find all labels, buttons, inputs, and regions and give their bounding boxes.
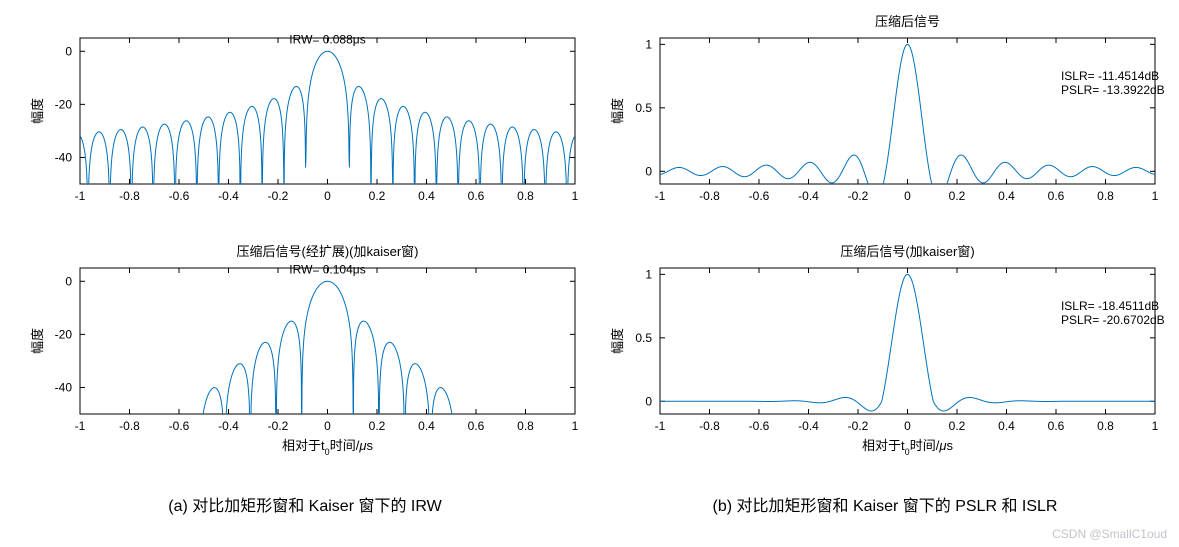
svg-text:压缩后信号: 压缩后信号	[875, 14, 940, 29]
svg-text:0.8: 0.8	[517, 419, 534, 433]
svg-text:-1: -1	[75, 189, 86, 203]
svg-text:0.6: 0.6	[1048, 189, 1065, 203]
svg-text:-0.2: -0.2	[848, 419, 869, 433]
svg-text:-0.4: -0.4	[218, 189, 239, 203]
left-column: -1 -0.8 -0.6 -0.4 -0.2 0 0.2 0.4 0.6 0.8 1 -40 -20 0 幅…	[25, 0, 585, 440]
svg-text:0: 0	[645, 394, 652, 408]
svg-text:0.8: 0.8	[1097, 419, 1114, 433]
svg-text:ISLR= -11.4514dB: ISLR= -11.4514dB	[1061, 69, 1159, 83]
svg-text:-40: -40	[55, 380, 73, 394]
caption-a: (a) 对比加矩形窗和 Kaiser 窗下的 IRW	[25, 492, 585, 516]
svg-text:0.2: 0.2	[949, 189, 966, 203]
svg-text:0: 0	[65, 274, 72, 288]
svg-text:-20: -20	[55, 97, 73, 111]
svg-text:0.6: 0.6	[468, 189, 485, 203]
svg-text:0: 0	[645, 164, 652, 178]
svg-text:-40: -40	[55, 150, 73, 164]
svg-text:1: 1	[645, 267, 652, 281]
svg-text:0.8: 0.8	[1097, 189, 1114, 203]
svg-text:-0.2: -0.2	[268, 189, 289, 203]
svg-text:1: 1	[1152, 419, 1159, 433]
svg-text:-0.6: -0.6	[169, 419, 190, 433]
svg-text:-0.8: -0.8	[699, 189, 720, 203]
svg-text:0.4: 0.4	[998, 189, 1015, 203]
svg-text:0.6: 0.6	[1048, 419, 1065, 433]
svg-text:-0.6: -0.6	[749, 189, 770, 203]
right-column: -1-0.8-0.6-0.4-0.200.20.40.60.8100.51幅度压…	[605, 0, 1165, 440]
chart-svg: -1 -0.8 -0.6 -0.4 -0.2 0 0.2 0.4 0.6 0.8 1 -40 -20 0 幅…	[25, 240, 585, 460]
svg-text:IRW= 0.088μs: IRW= 0.088μs	[289, 32, 365, 46]
caption-b: (b) 对比加矩形窗和 Kaiser 窗下的 PSLR 和 ISLR	[605, 492, 1165, 516]
svg-text:压缩后信号(加kaiser窗): 压缩后信号(加kaiser窗)	[840, 244, 974, 259]
svg-text:1: 1	[1152, 189, 1159, 203]
plot-top-left: -1 -0.8 -0.6 -0.4 -0.2 0 0.2 0.4 0.6 0.8 1 -40 -20 0 幅…	[25, 10, 585, 230]
svg-text:0.2: 0.2	[369, 419, 386, 433]
svg-text:0.4: 0.4	[418, 419, 435, 433]
svg-text:0: 0	[65, 44, 72, 58]
plot-bottom-left: -1 -0.8 -0.6 -0.4 -0.2 0 0.2 0.4 0.6 0.8 1 -40 -20 0 幅…	[25, 240, 585, 460]
svg-text:0: 0	[904, 189, 911, 203]
svg-text:-0.2: -0.2	[268, 419, 289, 433]
svg-text:相对于t0时间/μs: 相对于t0时间/μs	[862, 438, 953, 457]
svg-text:ISLR= -18.4511dB: ISLR= -18.4511dB	[1061, 299, 1159, 313]
svg-text:0.4: 0.4	[418, 189, 435, 203]
chart-svg: -1 -0.8 -0.6 -0.4 -0.2 0 0.2 0.4 0.6 0.8 1 0 0.5 1 幅度相…	[605, 240, 1165, 460]
svg-text:0.8: 0.8	[517, 189, 534, 203]
svg-text:0.2: 0.2	[369, 189, 386, 203]
svg-text:1: 1	[572, 419, 579, 433]
svg-text:0: 0	[904, 419, 911, 433]
svg-text:幅度: 幅度	[610, 328, 625, 354]
svg-text:-0.8: -0.8	[119, 189, 140, 203]
svg-text:0: 0	[324, 419, 331, 433]
svg-text:0.2: 0.2	[949, 419, 966, 433]
svg-text:-0.8: -0.8	[119, 419, 140, 433]
svg-text:-0.4: -0.4	[798, 419, 819, 433]
plot-top-right: -1 -0.8 -0.6 -0.4 -0.2 0 0.2 0.4 0.6 0.8 1 0 0.5 1 幅度 压…	[605, 10, 1165, 230]
svg-text:压缩后信号(经扩展)(加kaiser窗): 压缩后信号(经扩展)(加kaiser窗)	[237, 244, 419, 259]
svg-text:-0.6: -0.6	[749, 419, 770, 433]
svg-text:1: 1	[572, 189, 579, 203]
svg-text:-20: -20	[55, 327, 73, 341]
plot-bottom-right: -1 -0.8 -0.6 -0.4 -0.2 0 0.2 0.4 0.6 0.8 1 0 0.5 1 幅度相…	[605, 240, 1165, 460]
svg-text:0.5: 0.5	[635, 331, 652, 345]
svg-text:-0.8: -0.8	[699, 419, 720, 433]
svg-text:-1: -1	[655, 419, 666, 433]
svg-text:-0.4: -0.4	[798, 189, 819, 203]
svg-text:相对于t0时间/μs: 相对于t0时间/μs	[282, 438, 373, 457]
svg-text:幅度: 幅度	[610, 98, 625, 124]
svg-text:幅度: 幅度	[30, 328, 45, 354]
svg-text:-1: -1	[655, 189, 666, 203]
svg-text:1: 1	[645, 37, 652, 51]
chart-svg: -1 -0.8 -0.6 -0.4 -0.2 0 0.2 0.4 0.6 0.8 1 -40 -20 0 幅…	[25, 10, 585, 230]
svg-text:0.5: 0.5	[635, 101, 652, 115]
svg-text:PSLR= -20.6702dB: PSLR= -20.6702dB	[1061, 313, 1165, 327]
svg-text:0.4: 0.4	[998, 419, 1015, 433]
svg-text:-1: -1	[75, 419, 86, 433]
svg-text:-0.6: -0.6	[169, 189, 190, 203]
svg-text:幅度: 幅度	[30, 98, 45, 124]
svg-text:0.6: 0.6	[468, 419, 485, 433]
chart-svg: -1 -0.8 -0.6 -0.4 -0.2 0 0.2 0.4 0.6 0.8 1 0 0.5 1 幅度 压…	[605, 10, 1165, 230]
svg-text:-0.2: -0.2	[848, 189, 869, 203]
watermark: CSDN @SmallC1oud	[1052, 527, 1167, 541]
figure-page: { "colors":{ "line":"#0072bd", "axis":"#…	[0, 0, 1179, 547]
svg-text:PSLR= -13.3922dB: PSLR= -13.3922dB	[1061, 83, 1165, 97]
svg-text:-0.4: -0.4	[218, 419, 239, 433]
svg-text:IRW= 0.104μs: IRW= 0.104μs	[289, 262, 365, 276]
svg-text:0: 0	[324, 189, 331, 203]
